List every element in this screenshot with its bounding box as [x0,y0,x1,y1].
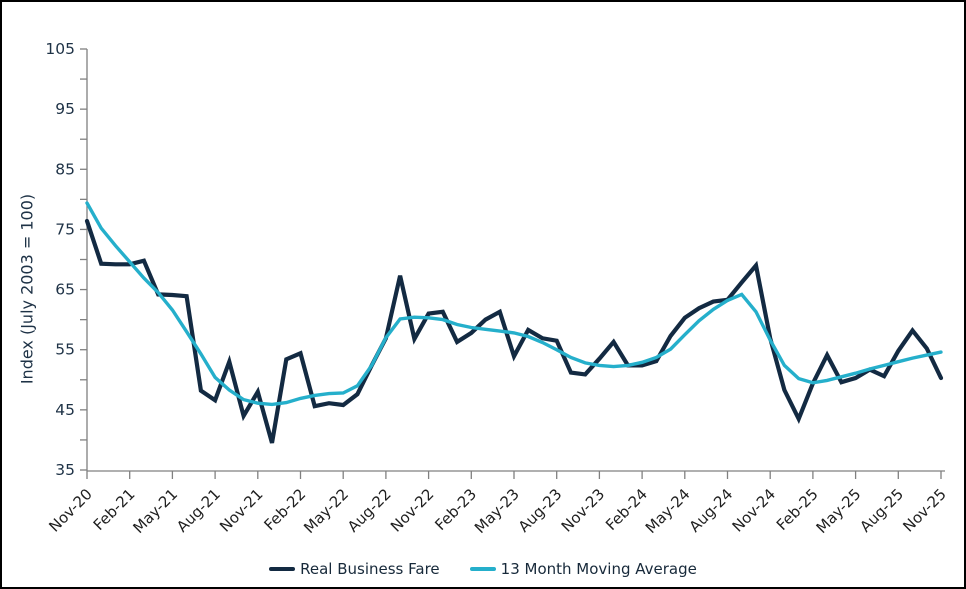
series-line-real-business-fare [84,218,944,444]
x-tick-label: Aug-23 [515,485,566,536]
x-tick-label: Nov-20 [45,485,95,535]
legend: Real Business Fare 13 Month Moving Avera… [2,557,964,581]
y-tick-label: 45 [55,401,75,419]
y-tick-label: 105 [45,40,75,58]
series-line-13-month-moving-average [85,201,943,407]
legend-label-real-business-fare: Real Business Fare [300,560,440,578]
legend-item-real-business-fare: Real Business Fare [269,560,440,578]
x-tick-label: Nov-24 [729,485,779,535]
x-tick-label: Nov-23 [558,485,608,535]
x-tick-label: May-25 [813,485,865,537]
legend-label-13-month-moving-average: 13 Month Moving Average [500,560,697,578]
x-tick-label: May-23 [471,485,523,537]
legend-item-13-month-moving-average: 13 Month Moving Average [469,560,697,578]
y-tick-label: 55 [55,341,75,359]
legend-swatch-real-business-fare [269,566,296,572]
x-tick-label: Aug-22 [344,485,395,536]
y-axis-title: Index (July 2003 = 100) [17,193,37,385]
x-tick-label: Nov-21 [216,485,266,535]
x-tick-label: Nov-22 [387,485,437,535]
y-tick-label: 35 [55,461,75,479]
x-tick-label: May-22 [300,485,352,537]
x-tick-label: Nov-25 [899,485,949,535]
y-tick-label: 75 [55,220,75,238]
x-tick-label: May-21 [129,485,181,537]
legend-swatch-13-month-moving-average [469,566,496,572]
y-tick-label: 85 [55,160,75,178]
x-tick-label: May-24 [642,485,694,537]
y-tick-label: 65 [55,281,75,299]
y-tick-label: 95 [55,100,75,118]
x-tick-label: Aug-21 [173,485,224,536]
x-tick-label: Aug-24 [686,485,737,536]
x-tick-label: Aug-25 [856,485,907,536]
